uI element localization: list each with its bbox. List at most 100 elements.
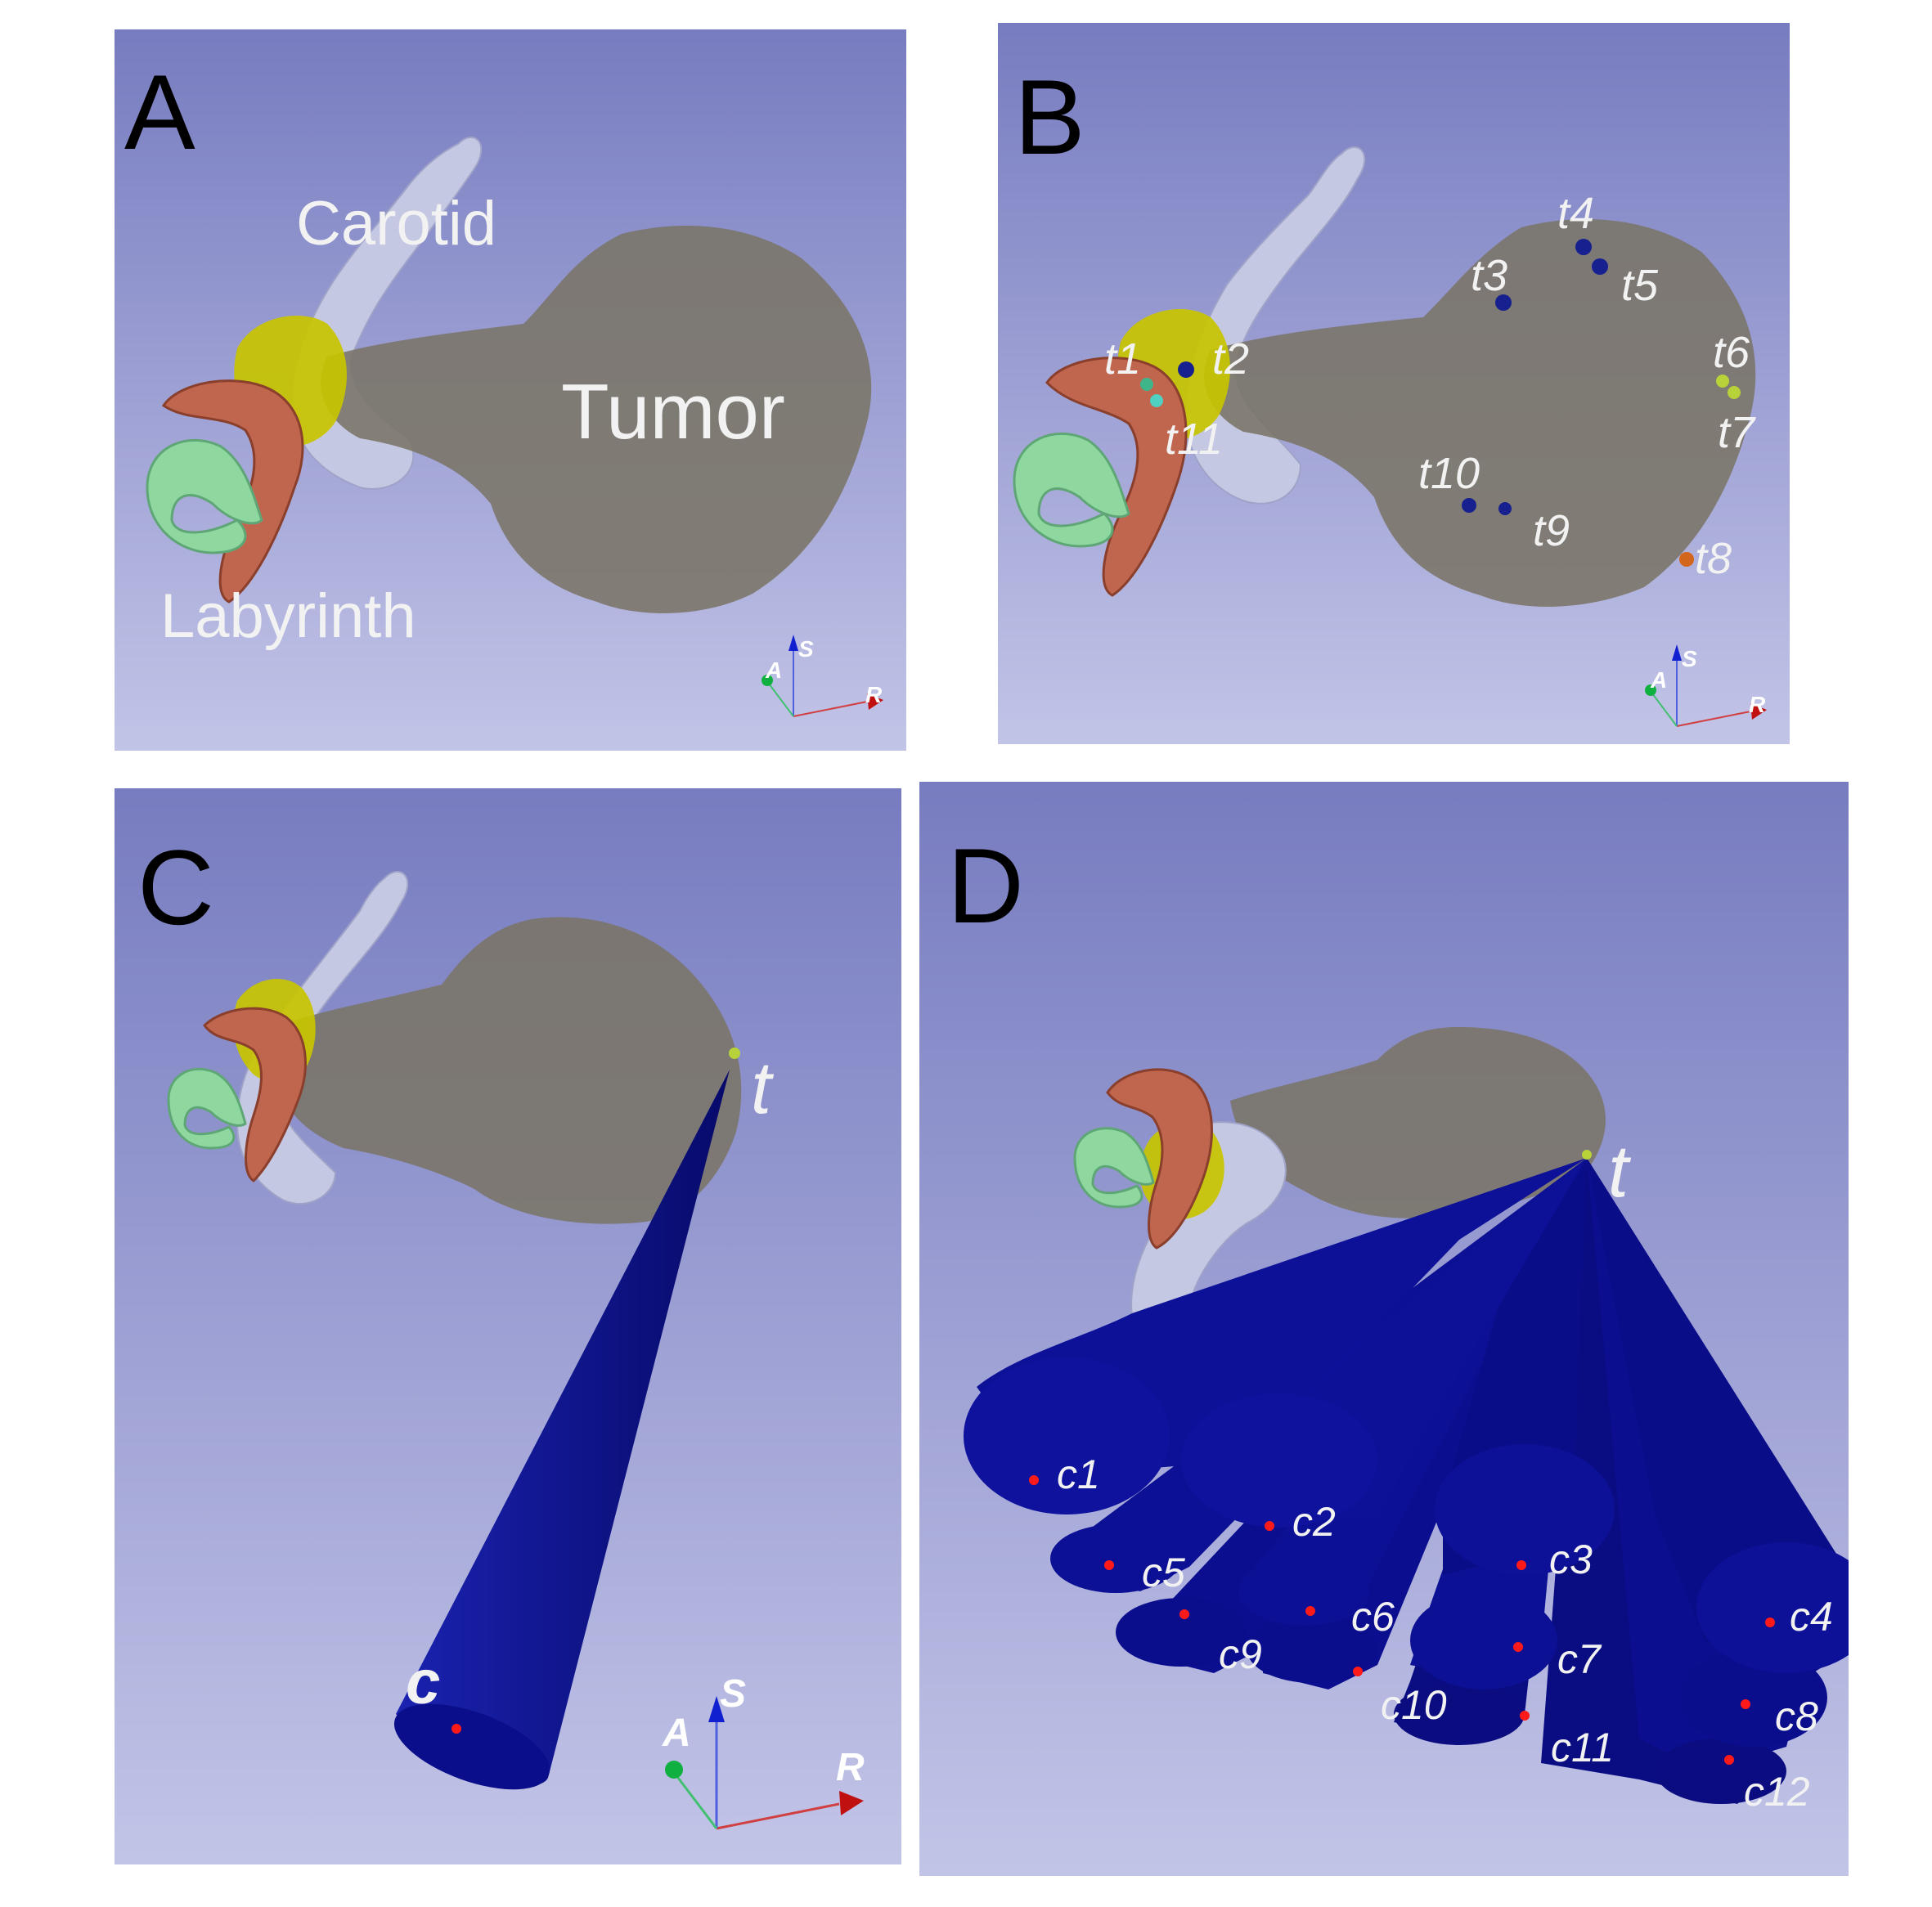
target-marker-t1 — [1140, 378, 1153, 391]
entry-label-c7: c7 — [1557, 1636, 1601, 1682]
panel-a-render — [115, 29, 906, 751]
axis-label-anterior: A — [1651, 667, 1668, 693]
entry-points — [1029, 1475, 1775, 1765]
entry-label-c1: c1 — [1057, 1452, 1100, 1497]
target-label-t11: t11 — [1165, 415, 1224, 464]
entry-face-c1 — [964, 1357, 1170, 1514]
panel-letter-a: A — [124, 52, 195, 172]
entry-label-c8: c8 — [1775, 1694, 1818, 1739]
target-marker-t3 — [1495, 294, 1512, 311]
panel-d-render — [919, 782, 1849, 1876]
entry-label-c6: c6 — [1351, 1594, 1395, 1640]
target-label-t8: t8 — [1695, 534, 1732, 583]
orientation-axes — [762, 635, 883, 717]
panel-letter-d: D — [947, 826, 1024, 945]
trajectory-entry-faces — [964, 1357, 1849, 1804]
axis-label-superior: S — [798, 636, 814, 662]
entry-point-c6 — [1305, 1606, 1315, 1616]
labyrinth-red — [161, 379, 304, 604]
entry-face-c4 — [1696, 1542, 1849, 1673]
entry-point-c3 — [1516, 1560, 1526, 1570]
entry-label-c10: c10 — [1381, 1682, 1447, 1728]
target-marker-t11 — [1150, 394, 1163, 407]
entry-label: c — [406, 1648, 441, 1717]
target-label-t6: t6 — [1713, 328, 1750, 377]
target-label-t9: t9 — [1533, 506, 1570, 555]
entry-label-c2: c2 — [1292, 1499, 1336, 1545]
entry-label-c9: c9 — [1219, 1631, 1262, 1677]
entry-point-c10 — [1353, 1667, 1363, 1676]
entry-point-c11 — [1520, 1711, 1530, 1721]
entry-face-c5 — [1050, 1524, 1181, 1593]
axis-label-right: R — [865, 682, 883, 707]
tumor — [274, 917, 742, 1224]
axis-label-superior: S — [1682, 646, 1697, 671]
entry-face-c7 — [1410, 1591, 1557, 1689]
labyrinth-red — [203, 1007, 307, 1182]
target-marker-t8 — [1679, 552, 1694, 567]
panel-b: B t1 t2 t3 t4 t5 t6 t7 t8 t9 t10 t11 A S… — [998, 23, 1790, 744]
panel-a: A Carotid Tumor Labyrinth A S R — [115, 29, 906, 751]
entry-label-c12: c12 — [1744, 1769, 1810, 1815]
target-label-t5: t5 — [1621, 261, 1659, 310]
entry-point — [452, 1724, 461, 1734]
tumor — [1204, 219, 1756, 607]
target-marker-t6 — [1716, 375, 1729, 388]
target-label-t10: t10 — [1418, 449, 1480, 498]
target-marker-t7 — [1728, 386, 1741, 399]
target-label-t1: t1 — [1104, 334, 1142, 384]
panel-b-render — [998, 23, 1790, 744]
labyrinth-red — [1106, 1068, 1213, 1250]
entry-label-c5: c5 — [1142, 1550, 1185, 1595]
entry-face-c2 — [1181, 1393, 1377, 1528]
panel-d: D t c1 c2 c3 c4 c5 c6 c7 c8 c9 c10 c11 c… — [919, 782, 1849, 1876]
entry-point-c1 — [1029, 1475, 1039, 1485]
entry-face-c10 — [1247, 1614, 1377, 1683]
labyrinth-green — [167, 1067, 247, 1150]
tumor — [321, 226, 872, 613]
carotid-label: Carotid — [296, 189, 496, 258]
entry-point-c9 — [1179, 1609, 1189, 1619]
target-label: t — [1608, 1131, 1629, 1213]
entry-face-c8 — [1680, 1649, 1827, 1747]
entry-face-c11 — [1394, 1683, 1525, 1745]
panel-letter-b: B — [1014, 57, 1085, 177]
target-label: t — [751, 1048, 772, 1129]
labyrinth-green — [1013, 432, 1130, 548]
entry-point-c7 — [1513, 1642, 1523, 1652]
panel-letter-c: C — [137, 828, 214, 947]
entry-point-c2 — [1265, 1521, 1274, 1531]
axis-label-right: R — [836, 1746, 865, 1789]
entry-label-c4: c4 — [1790, 1594, 1833, 1640]
entry-point-c4 — [1765, 1618, 1775, 1627]
entry-face-c6 — [1238, 1557, 1369, 1626]
target-marker-t2 — [1178, 361, 1194, 378]
panel-c: C t c A S R — [115, 788, 901, 1864]
target-marker-t5 — [1592, 258, 1608, 275]
entry-point-c12 — [1724, 1755, 1734, 1765]
panel-c-render — [115, 788, 901, 1864]
labyrinth-green — [146, 438, 263, 554]
axis-label-right: R — [1749, 692, 1766, 717]
entry-label-c3: c3 — [1549, 1537, 1593, 1582]
target-marker-t4 — [1575, 239, 1592, 255]
entry-face-c3 — [1435, 1444, 1615, 1575]
orientation-axes — [665, 1696, 864, 1830]
entry-point-c5 — [1104, 1560, 1114, 1570]
target-label-t3: t3 — [1471, 251, 1508, 300]
target-markers — [1140, 239, 1741, 567]
entry-face-c9 — [1116, 1598, 1247, 1667]
entry-label-c11: c11 — [1551, 1725, 1614, 1770]
target-label-t4: t4 — [1557, 189, 1595, 238]
tumor — [1230, 1027, 1606, 1218]
target-label-t2: t2 — [1212, 334, 1250, 384]
tumor-label: Tumor — [561, 368, 785, 455]
labyrinth-red — [1045, 357, 1188, 597]
labyrinth-green — [1073, 1127, 1155, 1209]
trajectory-entry-face — [393, 1703, 550, 1790]
axis-label-anterior: A — [766, 657, 783, 683]
labyrinth-label: Labyrinth — [160, 581, 416, 651]
orientation-axes — [1645, 644, 1767, 727]
target-point — [1582, 1150, 1592, 1160]
entry-face-c12 — [1656, 1739, 1786, 1804]
